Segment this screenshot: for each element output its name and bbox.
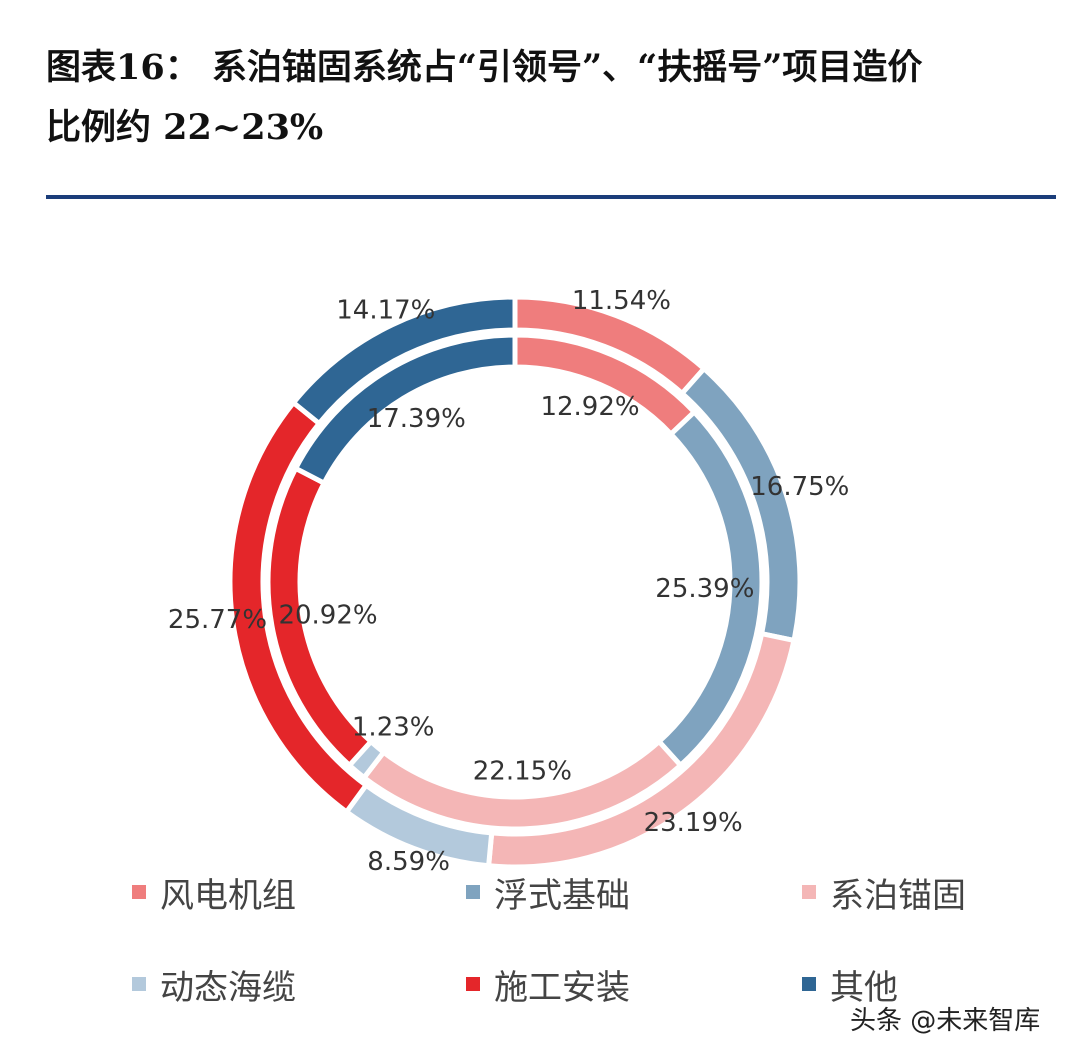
legend-label: 浮式基础 [494,875,630,916]
legend-item: 其他 [802,964,898,1008]
watermark: 头条 @未来智库 [850,1006,1041,1036]
legend-label: 系泊锚固 [830,875,966,916]
ring-2-label-2: 25.39% [655,574,754,604]
ring-1-label-5: 25.77% [168,605,267,635]
title-divider [46,195,1056,199]
ring-2-label-6: 17.39% [367,404,466,434]
legend-swatch [802,977,816,991]
ring-1-label-6: 14.17% [336,296,435,326]
ring-1-slice-6 [289,294,518,427]
legend-swatch [132,977,146,991]
ring-1-label-2: 16.75% [750,472,849,502]
legend-item: 系泊锚固 [802,872,966,916]
ring-1-label-3: 23.19% [644,808,743,838]
chart-title-line-2: 比例约 22~23% [46,107,324,148]
ring-2-slice-6 [292,332,518,487]
chart-title-line-1: 图表16： 系泊锚固系统占“引领号”、“扶摇号”项目造价 [46,47,923,88]
legend-label: 风电机组 [160,875,296,916]
ring-2-label-1: 12.92% [540,392,639,422]
legend-label: 动态海缆 [160,967,296,1008]
legend-item: 浮式基础 [466,872,630,916]
legend-swatch [466,977,480,991]
ring-2-label-5: 20.92% [278,600,377,630]
legend-label: 施工安装 [494,967,630,1008]
ring-1-label-1: 11.54% [572,286,671,316]
legend-label: 其他 [830,967,898,1008]
ring-2-label-4: 1.23% [352,712,435,742]
legend-item: 施工安装 [466,964,630,1008]
legend-swatch [132,885,146,899]
ring-1-label-4: 8.59% [367,847,450,877]
legend-item: 动态海缆 [132,964,296,1008]
legend-swatch [802,885,816,899]
legend-item: 风电机组 [132,872,296,916]
ring-2-label-3: 22.15% [473,756,572,786]
chart-title: 图表16： 系泊锚固系统占“引领号”、“扶摇号”项目造价 比例约 22~23% [46,38,1056,158]
legend-swatch [466,885,480,899]
